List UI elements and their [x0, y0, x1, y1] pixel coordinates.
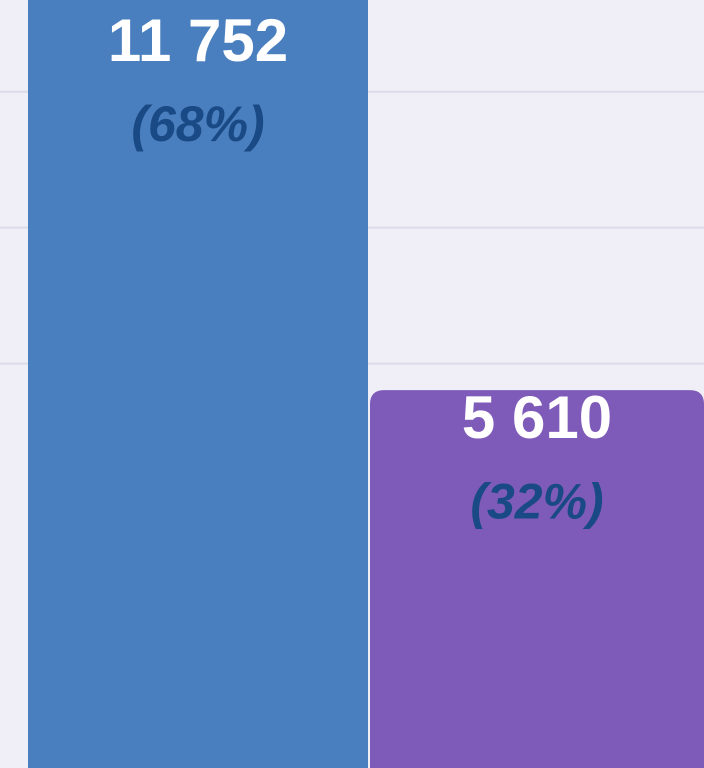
- share-label: (32%): [470, 473, 603, 529]
- bar: [28, 0, 368, 768]
- value-label: 11 752: [108, 7, 288, 74]
- value-label: 5 610: [462, 384, 612, 451]
- bar: [370, 390, 704, 768]
- share-label: (68%): [131, 96, 264, 152]
